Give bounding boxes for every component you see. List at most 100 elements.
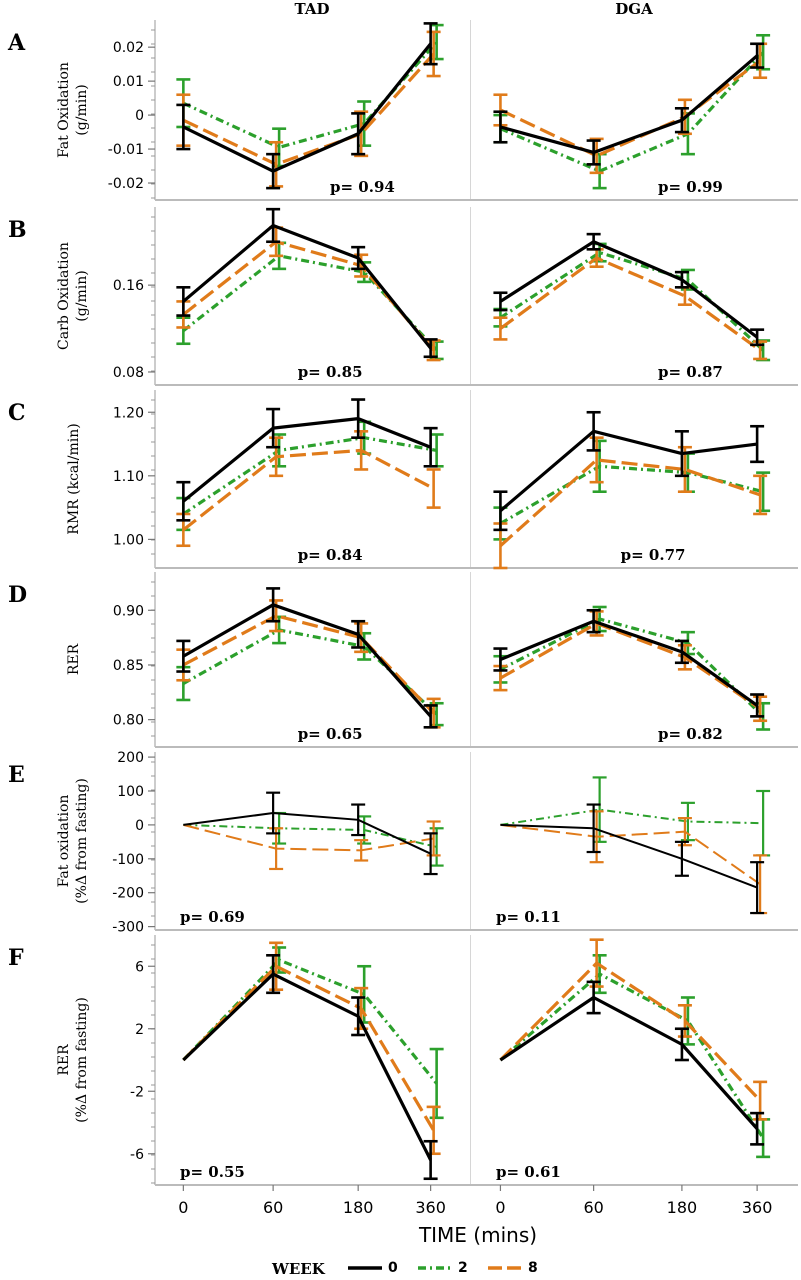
legend-label: 0 [388, 1260, 398, 1276]
x-axis-label: TIME (mins) [418, 1223, 537, 1247]
x-tick-label: 180 [343, 1198, 374, 1217]
series-line [499, 621, 762, 711]
y-tick-label: 1.20 [113, 405, 144, 421]
series-line [500, 823, 758, 889]
panel-tad: p= 0.85 [176, 207, 444, 381]
series-line [182, 240, 435, 352]
series-line [499, 961, 762, 1102]
legend-title: WEEK [271, 1260, 326, 1278]
legend-entry-week-2: 2 [418, 1260, 468, 1276]
panel-dga: p= 0.99 [493, 33, 771, 196]
series-week-8 [176, 430, 441, 548]
row-letter: C [8, 400, 26, 426]
y-tick-label: 6 [135, 959, 144, 975]
series-line [499, 59, 762, 158]
series-week-2 [176, 241, 444, 361]
panel-dga: p= 0.82 [493, 605, 771, 743]
legend-label: 8 [528, 1260, 538, 1276]
series-line [182, 41, 438, 149]
series-line [182, 614, 435, 715]
series-week-8 [183, 820, 441, 871]
series-line [499, 995, 759, 1130]
series-line [499, 617, 765, 718]
legend-label: 2 [458, 1260, 468, 1276]
y-tick-label: 100 [117, 784, 144, 800]
series-week-2 [500, 776, 771, 857]
y-axis-label: Carb Oxidation (g/min) [56, 242, 90, 350]
chart-c: C RMR (kcal/min) 1.00 1.10 1.20 p= 0.84 p= 0.7… [8, 390, 798, 570]
x-tick-label: 60 [263, 1198, 283, 1217]
y-axis-label: RER [66, 643, 82, 675]
series-line [182, 223, 432, 350]
y-tick-label: -100 [112, 852, 144, 868]
x-tick-label: 360 [415, 1198, 446, 1217]
p-value-label: p= 0.11 [496, 908, 561, 926]
y-tick-label: 0.90 [113, 603, 144, 619]
y-tick-label: 200 [117, 750, 144, 766]
y-axis-label: RMR (kcal/min) [66, 423, 82, 534]
panel-dga: p= 0.61 [496, 938, 771, 1181]
series-line [182, 958, 438, 1085]
chart-e: E Fat oxidation (%Δ from fasting) -300 -200 -… [8, 750, 798, 936]
series-line [182, 52, 435, 166]
panel-dga: p= 0.77 [493, 410, 771, 570]
y-tick-label: -6 [130, 1147, 144, 1163]
series-week-0 [493, 410, 765, 532]
x-axis: 0 60 180 360 0 60 180 360 [155, 1184, 798, 1217]
series-week-2 [499, 954, 771, 1159]
chart-f: F RER (%Δ from fasting) -6 -2 2 6 p= 0.55 p= 0.6… [8, 935, 798, 1186]
y-tick-label: 0 [135, 818, 144, 834]
y-axis-label: Fat Oxidation (g/min) [56, 62, 90, 158]
y-tick-label: -0.01 [108, 142, 144, 158]
series-line [182, 417, 432, 503]
panel-dga: p= 0.87 [493, 232, 771, 381]
y-tick-label: -2 [130, 1084, 144, 1100]
series-week-8 [176, 226, 441, 362]
series-line [500, 823, 761, 886]
panel-tad: p= 0.69 [180, 791, 444, 926]
series-line [182, 436, 437, 516]
series-line [182, 964, 436, 1132]
x-tick-label: 60 [583, 1198, 603, 1217]
p-value-label: p= 0.65 [298, 725, 363, 743]
series-week-2 [182, 946, 444, 1120]
series-line [183, 823, 437, 848]
x-tick-label: 180 [667, 1198, 698, 1217]
series-week-2 [493, 33, 771, 190]
column-title-dga: DGA [615, 0, 653, 18]
chart-d: D RER 0.80 0.85 0.90 p= 0.65 p= 0.82 [8, 572, 798, 748]
chart-b: B Carb Oxidation (g/min) 0.08 0.16 p= 0.85 p= … [8, 207, 798, 386]
series-week-8 [499, 938, 768, 1121]
series-week-0 [176, 207, 438, 359]
y-tick-label: -0.02 [108, 176, 144, 192]
series-line [499, 458, 761, 547]
p-value-label: p= 0.55 [180, 1163, 245, 1181]
series-week-2 [493, 605, 771, 731]
series-line [499, 51, 765, 173]
panel-dga: p= 0.11 [496, 776, 771, 926]
series-week-8 [176, 30, 441, 188]
y-tick-label: 2 [135, 1022, 144, 1038]
y-tick-label: 0.16 [113, 278, 144, 294]
series-week-0 [176, 587, 438, 729]
series-week-0 [499, 980, 765, 1146]
row-letter: E [8, 762, 25, 788]
series-line [499, 972, 765, 1139]
p-value-label: p= 0.99 [658, 178, 723, 196]
series-week-0 [500, 803, 765, 915]
legend-entry-week-8: 8 [488, 1260, 538, 1276]
series-line [499, 240, 759, 339]
y-tick-label: 0.02 [113, 40, 144, 56]
series-week-8 [493, 248, 768, 361]
p-value-label: p= 0.69 [180, 908, 245, 926]
y-tick-label: 1.00 [113, 532, 144, 548]
y-tick-label: 1.10 [113, 469, 144, 485]
series-line [182, 603, 432, 718]
series-week-2 [493, 242, 771, 362]
panel-tad: p= 0.94 [176, 22, 444, 196]
series-week-8 [493, 610, 768, 723]
series-week-8 [500, 810, 768, 915]
p-value-label: p= 0.82 [658, 725, 723, 743]
y-tick-label: 0.80 [113, 713, 144, 729]
p-value-label: p= 0.77 [621, 546, 686, 564]
